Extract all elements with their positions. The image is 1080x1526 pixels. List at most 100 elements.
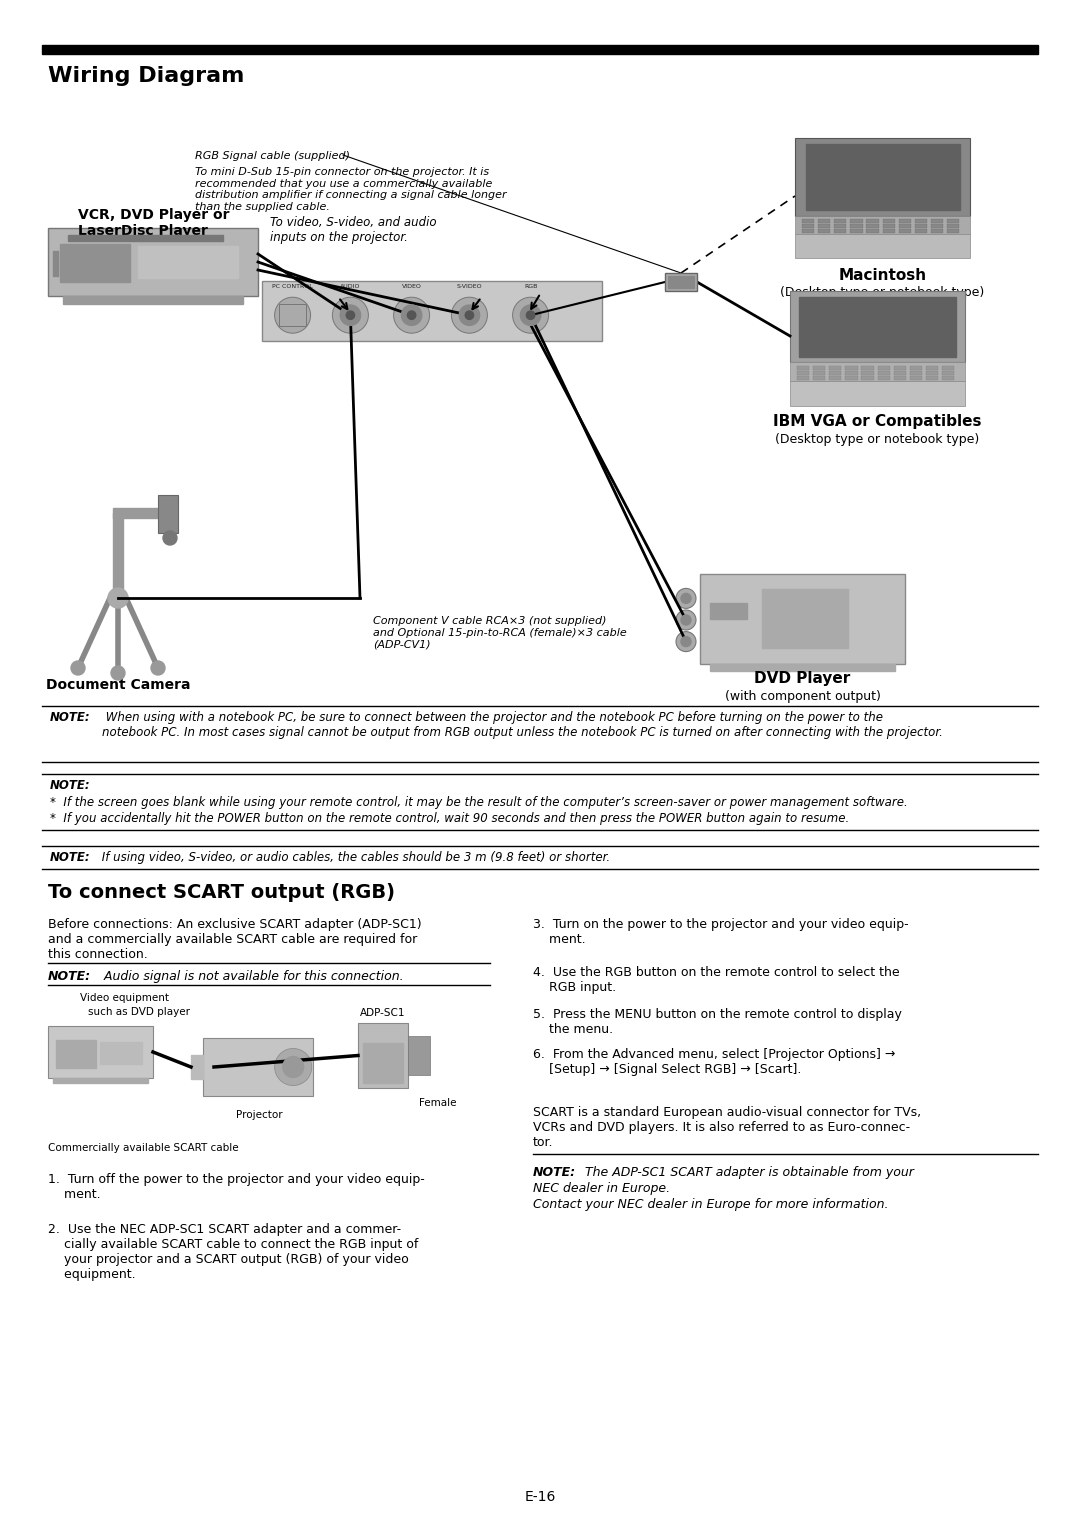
Bar: [877, 366, 890, 369]
Bar: [711, 603, 747, 620]
Bar: [942, 371, 954, 375]
Bar: [363, 1042, 403, 1083]
Bar: [926, 366, 939, 369]
Bar: [279, 304, 307, 327]
Circle shape: [676, 589, 696, 609]
Circle shape: [513, 298, 549, 333]
Text: NOTE:: NOTE:: [534, 1166, 576, 1180]
Bar: [113, 513, 123, 598]
Bar: [795, 217, 970, 233]
Bar: [862, 371, 874, 375]
Text: Macintosh: Macintosh: [838, 269, 927, 282]
Circle shape: [676, 632, 696, 652]
Circle shape: [676, 610, 696, 630]
Text: When using with a notebook PC, be sure to connect between the projector and the : When using with a notebook PC, be sure t…: [102, 711, 943, 739]
Circle shape: [347, 311, 354, 319]
Bar: [829, 371, 841, 375]
Bar: [850, 220, 863, 223]
Text: IBM VGA or Compatibles: IBM VGA or Compatibles: [773, 414, 982, 429]
Text: RGB Signal cable (supplied): RGB Signal cable (supplied): [195, 151, 350, 162]
Bar: [113, 508, 168, 517]
Bar: [789, 380, 966, 406]
Text: 3.  Turn on the power to the projector and your video equip-
    ment.: 3. Turn on the power to the projector an…: [534, 919, 908, 946]
Bar: [802, 229, 814, 233]
Bar: [795, 137, 970, 217]
Circle shape: [451, 298, 487, 333]
Text: NOTE:: NOTE:: [50, 852, 91, 864]
Bar: [866, 224, 879, 229]
Bar: [866, 220, 879, 223]
Bar: [408, 1036, 430, 1074]
Bar: [846, 371, 858, 375]
Circle shape: [288, 311, 297, 319]
Text: S-VIDEO: S-VIDEO: [457, 284, 482, 288]
Bar: [60, 244, 130, 282]
Text: RGB: RGB: [524, 284, 537, 288]
Bar: [56, 1041, 96, 1068]
Text: Commercially available SCART cable: Commercially available SCART cable: [48, 1143, 239, 1154]
Bar: [53, 1077, 148, 1083]
Bar: [915, 220, 927, 223]
Bar: [203, 1038, 313, 1096]
Circle shape: [274, 1048, 312, 1085]
Bar: [909, 366, 922, 369]
Bar: [926, 371, 939, 375]
Bar: [877, 371, 890, 375]
Circle shape: [111, 665, 125, 681]
Text: Component V cable RCA×3 (not supplied)
and Optional 15-pin-to-RCA (female)×3 cab: Component V cable RCA×3 (not supplied) a…: [373, 617, 626, 649]
Bar: [802, 224, 814, 229]
Bar: [68, 235, 222, 241]
Text: 4.  Use the RGB button on the remote control to select the
    RGB input.: 4. Use the RGB button on the remote cont…: [534, 966, 900, 993]
Text: NOTE:: NOTE:: [50, 711, 91, 723]
Bar: [931, 220, 943, 223]
Text: (with component output): (with component output): [725, 690, 880, 703]
Bar: [947, 224, 959, 229]
Bar: [813, 377, 825, 380]
Circle shape: [393, 298, 430, 333]
Bar: [797, 371, 809, 375]
Bar: [931, 224, 943, 229]
Bar: [942, 377, 954, 380]
Circle shape: [402, 305, 422, 325]
Text: To video, S-video, and audio
inputs on the projector.: To video, S-video, and audio inputs on t…: [270, 217, 436, 244]
Bar: [789, 362, 966, 380]
Bar: [846, 377, 858, 380]
Bar: [909, 377, 922, 380]
Text: VCR, DVD Player or
LaserDisc Player: VCR, DVD Player or LaserDisc Player: [78, 208, 229, 238]
Bar: [877, 377, 890, 380]
Text: 5.  Press the MENU button on the remote control to display
    the menu.: 5. Press the MENU button on the remote c…: [534, 1009, 902, 1036]
Circle shape: [526, 311, 535, 319]
Bar: [947, 229, 959, 233]
Bar: [761, 589, 848, 649]
Bar: [899, 229, 910, 233]
Bar: [862, 377, 874, 380]
Text: *  If you accidentally hit the POWER button on the remote control, wait 90 secon: * If you accidentally hit the POWER butt…: [50, 812, 849, 826]
Bar: [834, 220, 847, 223]
Bar: [700, 574, 905, 664]
Bar: [899, 220, 910, 223]
Text: E-16: E-16: [524, 1489, 556, 1505]
Bar: [942, 366, 954, 369]
Bar: [893, 377, 906, 380]
Text: such as DVD player: such as DVD player: [87, 1007, 189, 1016]
Text: 2.  Use the NEC ADP-SC1 SCART adapter and a commer-
    cially available SCART c: 2. Use the NEC ADP-SC1 SCART adapter and…: [48, 1222, 418, 1280]
Bar: [862, 366, 874, 369]
Circle shape: [163, 531, 177, 545]
Bar: [813, 371, 825, 375]
Bar: [669, 276, 694, 288]
Bar: [882, 229, 894, 233]
Text: Contact your NEC dealer in Europe for more information.: Contact your NEC dealer in Europe for mo…: [534, 1198, 889, 1212]
Text: *  If the screen goes blank while using your remote control, it may be the resul: * If the screen goes blank while using y…: [50, 797, 908, 809]
Bar: [915, 229, 927, 233]
Circle shape: [521, 305, 541, 325]
Text: NOTE:: NOTE:: [50, 778, 91, 792]
Circle shape: [333, 298, 368, 333]
Bar: [850, 229, 863, 233]
Text: (Desktop type or notebook type): (Desktop type or notebook type): [781, 285, 985, 299]
Bar: [834, 224, 847, 229]
Bar: [138, 246, 238, 278]
Text: The ADP-SC1 SCART adapter is obtainable from your: The ADP-SC1 SCART adapter is obtainable …: [581, 1166, 914, 1180]
Bar: [63, 296, 243, 304]
Circle shape: [108, 588, 129, 607]
Bar: [42, 44, 1038, 53]
